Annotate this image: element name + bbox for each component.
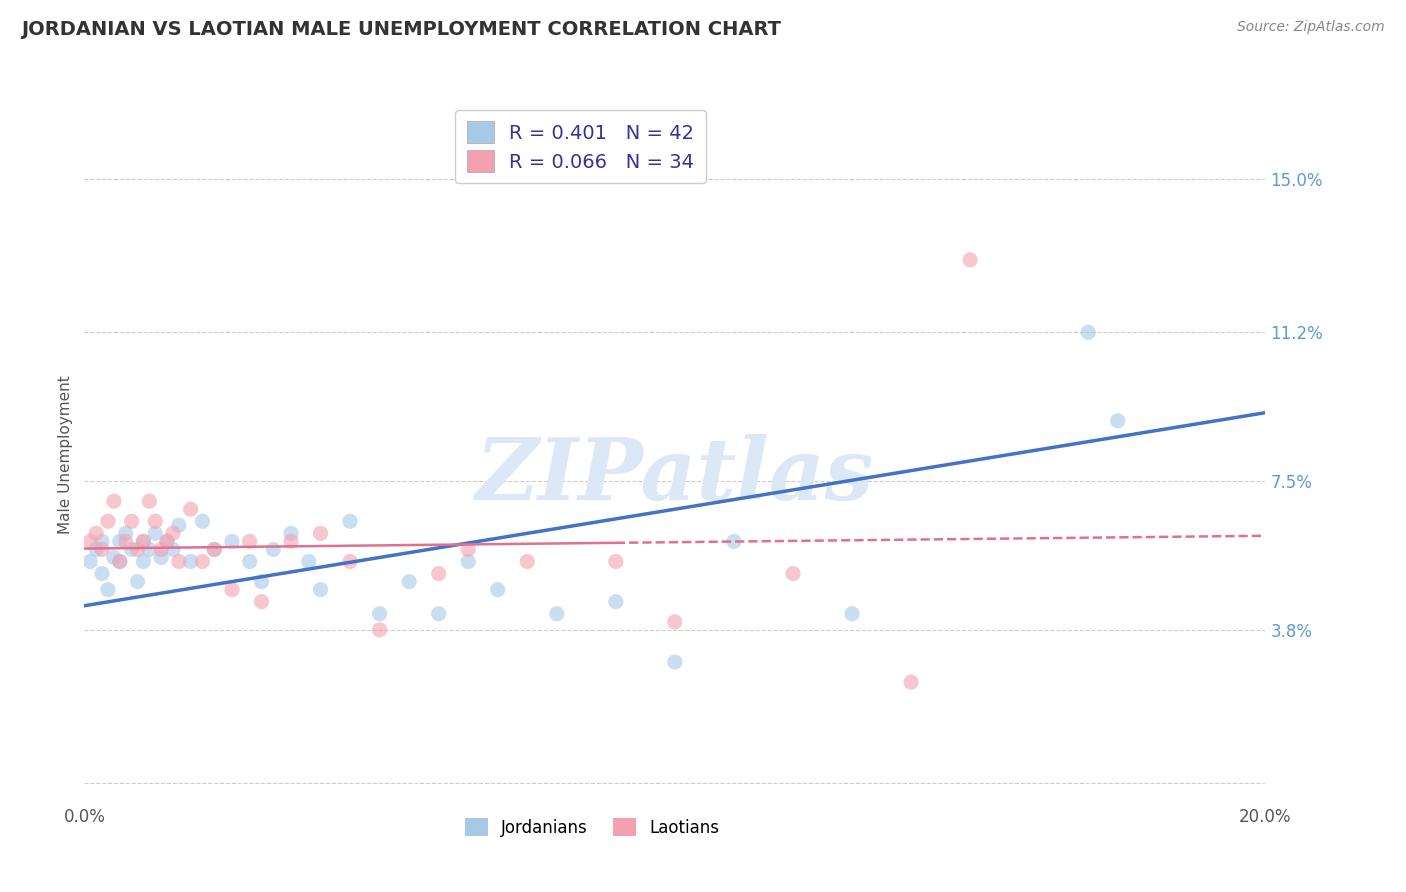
Point	[167, 554, 190, 568]
Point	[91, 534, 114, 549]
Point	[723, 534, 745, 549]
Point	[138, 494, 160, 508]
Point	[457, 542, 479, 557]
Point	[180, 502, 202, 516]
Point	[239, 534, 262, 549]
Point	[221, 582, 243, 597]
Point	[150, 550, 173, 565]
Point	[664, 655, 686, 669]
Point	[546, 607, 568, 621]
Point	[132, 534, 155, 549]
Point	[900, 675, 922, 690]
Point	[108, 554, 131, 568]
Point	[97, 582, 120, 597]
Point	[162, 526, 184, 541]
Point	[156, 534, 179, 549]
Point	[202, 542, 225, 557]
Point	[138, 542, 160, 557]
Point	[309, 582, 332, 597]
Text: JORDANIAN VS LAOTIAN MALE UNEMPLOYMENT CORRELATION CHART: JORDANIAN VS LAOTIAN MALE UNEMPLOYMENT C…	[21, 20, 782, 38]
Point	[97, 514, 120, 528]
Point	[239, 554, 262, 568]
Point	[221, 534, 243, 549]
Point	[516, 554, 538, 568]
Point	[202, 542, 225, 557]
Point	[127, 542, 149, 557]
Point	[103, 550, 125, 565]
Point	[108, 554, 131, 568]
Point	[486, 582, 509, 597]
Point	[79, 554, 101, 568]
Point	[84, 526, 107, 541]
Point	[127, 574, 149, 589]
Point	[121, 514, 143, 528]
Point	[108, 534, 131, 549]
Point	[280, 534, 302, 549]
Point	[103, 494, 125, 508]
Point	[143, 514, 166, 528]
Point	[427, 566, 450, 581]
Point	[782, 566, 804, 581]
Point	[605, 554, 627, 568]
Point	[156, 534, 179, 549]
Point	[339, 554, 361, 568]
Point	[84, 542, 107, 557]
Point	[143, 526, 166, 541]
Point	[427, 607, 450, 621]
Point	[180, 554, 202, 568]
Text: ZIPatlas: ZIPatlas	[475, 434, 875, 517]
Point	[91, 566, 114, 581]
Point	[114, 534, 136, 549]
Point	[959, 252, 981, 267]
Point	[114, 526, 136, 541]
Point	[339, 514, 361, 528]
Y-axis label: Male Unemployment: Male Unemployment	[58, 376, 73, 534]
Point	[368, 607, 391, 621]
Point	[262, 542, 284, 557]
Point	[841, 607, 863, 621]
Point	[398, 574, 420, 589]
Point	[1107, 414, 1129, 428]
Point	[167, 518, 190, 533]
Point	[121, 542, 143, 557]
Point	[91, 542, 114, 557]
Point	[250, 595, 273, 609]
Point	[162, 542, 184, 557]
Point	[309, 526, 332, 541]
Point	[1077, 325, 1099, 339]
Point	[132, 554, 155, 568]
Point	[368, 623, 391, 637]
Point	[191, 554, 214, 568]
Point	[457, 554, 479, 568]
Point	[605, 595, 627, 609]
Text: Source: ZipAtlas.com: Source: ZipAtlas.com	[1237, 20, 1385, 34]
Legend: Jordanians, Laotians: Jordanians, Laotians	[458, 811, 727, 843]
Point	[79, 534, 101, 549]
Point	[298, 554, 321, 568]
Point	[664, 615, 686, 629]
Point	[150, 542, 173, 557]
Point	[250, 574, 273, 589]
Point	[132, 534, 155, 549]
Point	[191, 514, 214, 528]
Point	[280, 526, 302, 541]
